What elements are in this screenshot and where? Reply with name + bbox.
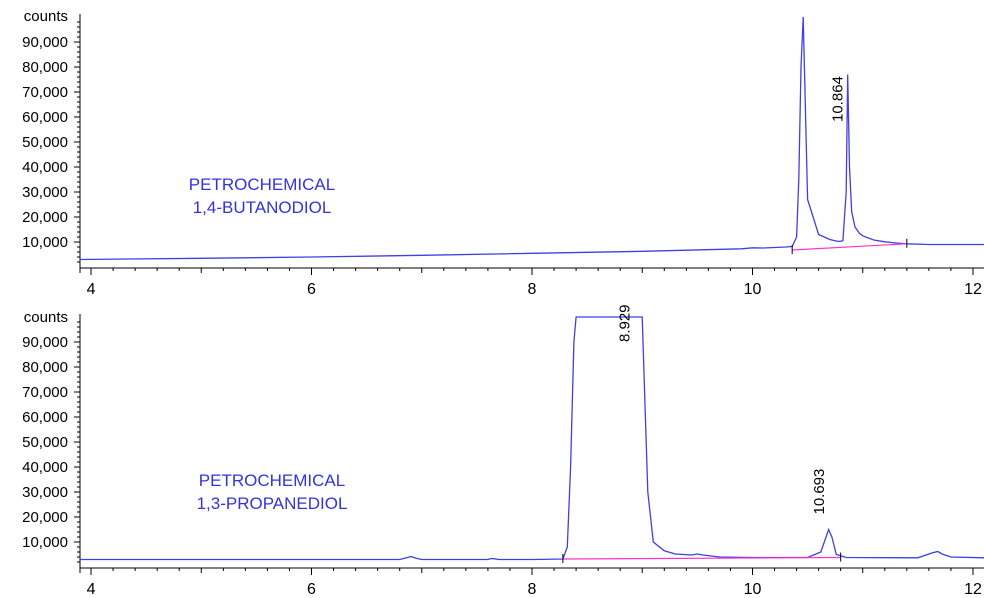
x-tick-label: 6 [307, 281, 316, 298]
y-tick-label: 80,000 [22, 359, 68, 376]
sample-annotation-line: PETROCHEMICAL [199, 471, 345, 490]
y-unit-label: counts [24, 309, 68, 326]
y-tick-label: 70,000 [22, 84, 68, 101]
y-tick-label: 60,000 [22, 109, 68, 126]
peak-retention-label: 10.864 [830, 76, 847, 122]
x-tick-label: 4 [87, 581, 96, 598]
peak-retention-label: 10.693 [811, 469, 828, 515]
sample-annotation-line: 1,3-PROPANEDIOL [197, 494, 348, 513]
signal-trace [80, 16, 984, 261]
y-tick-label: 10,000 [22, 234, 68, 251]
signal-trace [80, 316, 984, 561]
x-tick-label: 4 [87, 281, 96, 298]
y-tick-label: 20,000 [22, 209, 68, 226]
y-tick-label: 30,000 [22, 484, 68, 501]
y-tick-label: 40,000 [22, 159, 68, 176]
x-tick-label: 8 [528, 581, 537, 598]
x-tick-label: 12 [964, 581, 982, 598]
y-tick-label: 50,000 [22, 434, 68, 451]
y-unit-label: counts [24, 8, 68, 25]
y-tick-label: 80,000 [22, 59, 68, 76]
x-tick-label: 10 [744, 281, 762, 298]
x-tick-label: 6 [307, 581, 316, 598]
y-tick-label: 10,000 [22, 534, 68, 551]
x-tick-label: 12 [964, 281, 982, 298]
y-tick-label: 90,000 [22, 334, 68, 351]
y-tick-label: 40,000 [22, 459, 68, 476]
y-tick-label: 60,000 [22, 409, 68, 426]
y-tick-label: 70,000 [22, 384, 68, 401]
x-tick-label: 10 [744, 581, 762, 598]
integration-baseline [792, 243, 907, 251]
peak-retention-label: 8.929 [616, 304, 633, 342]
x-tick-label: 8 [528, 281, 537, 298]
y-tick-label: 30,000 [22, 184, 68, 201]
y-tick-label: 20,000 [22, 509, 68, 526]
sample-annotation-line: PETROCHEMICAL [189, 175, 335, 194]
integration-baseline [562, 556, 841, 560]
chromatogram-panel-butanediol: 10,000 20,000 30,000 40,000 50,000 60,000 70,0… [22, 8, 984, 298]
y-tick-label: 50,000 [22, 134, 68, 151]
sample-annotation-line: 1,4-BUTANODIOL [193, 198, 332, 217]
y-tick-label: 90,000 [22, 34, 68, 51]
chromatogram-panel-propanediol: 10,000 20,000 30,000 40,000 50,000 60,000 70,0… [22, 304, 984, 598]
